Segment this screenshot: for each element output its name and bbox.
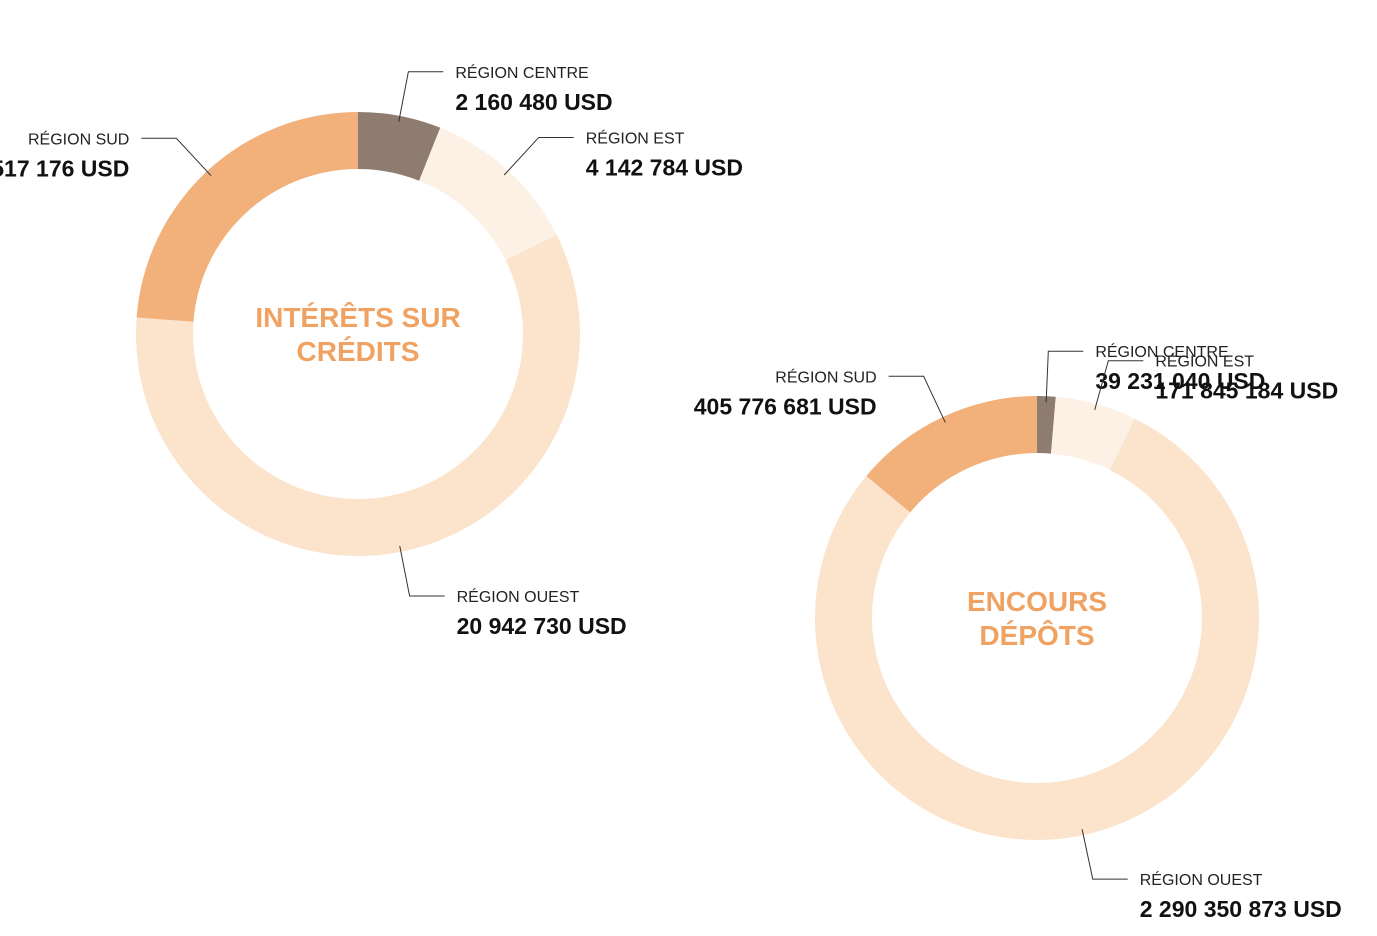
leader-line	[141, 137, 212, 177]
leader-line	[1094, 360, 1144, 410]
value-label: 8 517 176 USD	[0, 155, 129, 181]
region-label: RÉGION EST	[586, 128, 685, 147]
region-label: RÉGION EST	[1155, 352, 1254, 371]
region-label: RÉGION SUD	[775, 367, 876, 386]
leader-line	[1081, 829, 1128, 880]
donut-slice	[358, 112, 441, 181]
value-label: 39 231 040 USD	[1095, 368, 1265, 394]
leader-line	[888, 375, 946, 423]
leader-line	[1045, 350, 1084, 403]
region-label: RÉGION OUEST	[457, 587, 580, 606]
region-label: RÉGION CENTRE	[1095, 342, 1228, 361]
donut-slice	[136, 112, 358, 322]
value-label: 2 160 480 USD	[455, 89, 612, 115]
value-label: 20 942 730 USD	[457, 613, 627, 639]
value-label: 2 290 350 873 USD	[1140, 896, 1342, 922]
value-label: 4 142 784 USD	[586, 154, 743, 180]
leader-line	[399, 545, 445, 597]
donut-title: ENCOURS	[967, 586, 1107, 617]
region-label: RÉGION SUD	[28, 129, 129, 148]
region-label: RÉGION OUEST	[1140, 870, 1263, 889]
leader-line	[398, 71, 444, 122]
donut-slice	[866, 396, 1037, 513]
donut-title: DÉPÔTS	[979, 619, 1094, 651]
donut-slice	[419, 127, 557, 261]
region-label: RÉGION CENTRE	[455, 63, 588, 82]
leader-line	[503, 136, 574, 176]
donut-slice	[1037, 396, 1056, 454]
donut-title: CRÉDITS	[297, 336, 420, 367]
donut-slice	[1050, 396, 1135, 470]
donut-slice	[136, 234, 580, 556]
donut-title: INTÉRÊTS SUR	[255, 302, 460, 333]
value-label: 171 845 184 USD	[1155, 378, 1338, 404]
value-label: 405 776 681 USD	[694, 393, 877, 419]
